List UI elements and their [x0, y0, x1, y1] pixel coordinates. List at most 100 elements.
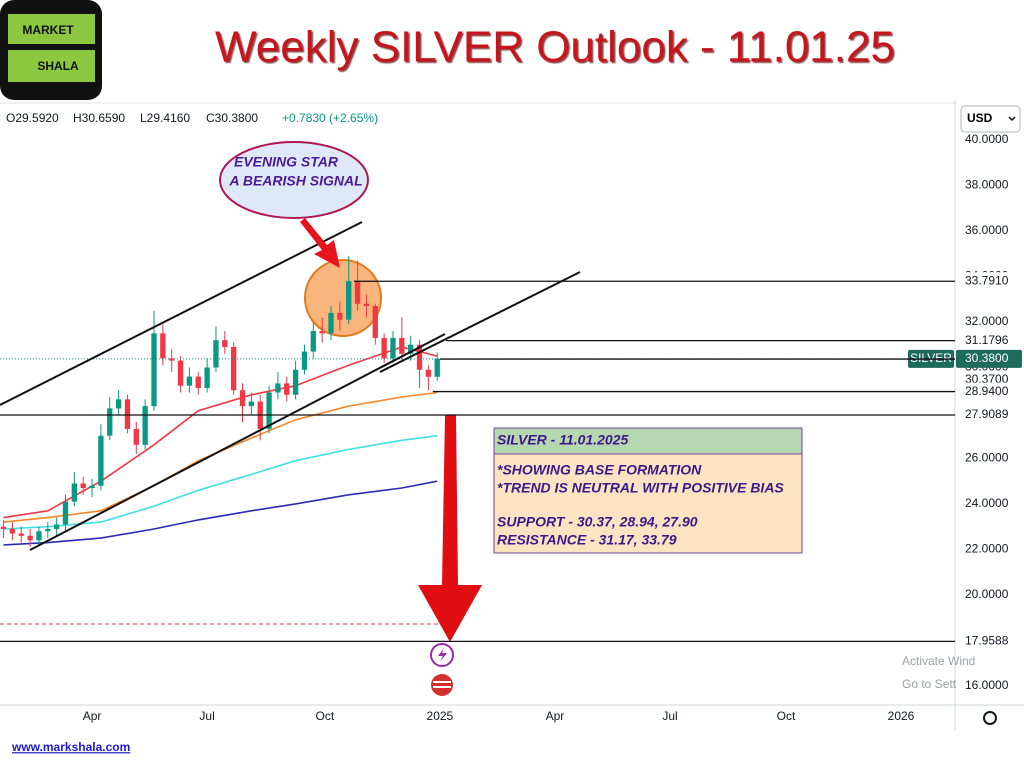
ohlc-value: O29.5920: [6, 111, 59, 125]
candle-body: [151, 333, 157, 407]
y-tick-label: 40.0000: [965, 132, 1009, 146]
x-tick-label: Oct: [315, 709, 334, 723]
x-tick-label: Oct: [777, 709, 796, 723]
candle-body: [434, 358, 440, 377]
candle-body: [124, 399, 131, 429]
price-level-label: 27.9089: [965, 407, 1009, 421]
y-tick-label: 32.0000: [965, 314, 1009, 328]
symbol-label: SILVER: [910, 351, 952, 365]
candle-body: [284, 383, 290, 395]
candle-body: [80, 483, 86, 489]
y-tick-label: 24.0000: [965, 496, 1009, 510]
candle-body: [275, 383, 281, 393]
candle-body: [231, 347, 237, 391]
x-tick-label: Apr: [546, 709, 565, 723]
callout-arrow: [300, 218, 340, 268]
currency-button[interactable]: [960, 105, 1021, 133]
economic-icon[interactable]: [431, 674, 453, 696]
info-box-line: SUPPORT - 30.37, 28.94, 27.90: [497, 514, 698, 530]
site-url[interactable]: www.markshala.com: [11, 740, 130, 754]
ohlc-value: L29.4160: [140, 111, 190, 125]
page-title: Weekly SILVER Outlook - 11.01.25: [215, 23, 895, 72]
candle-body: [9, 528, 16, 534]
callout-ellipse: [219, 141, 369, 219]
watermark: Activate Wind: [902, 654, 975, 668]
candle-body: [354, 281, 361, 304]
candle-body: [18, 533, 24, 536]
candle-body: [239, 390, 246, 407]
economic-icon-stripes: [433, 681, 451, 688]
settings-icon[interactable]: [983, 711, 997, 725]
info-box-title: SILVER - 11.01.2025: [497, 432, 628, 448]
ohlc-header: O29.5920 H30.6590 L29.4160 C30.3800 +0.7830 …: [6, 111, 378, 125]
price-level-label: 31.1796: [965, 333, 1009, 347]
candle-body: [195, 376, 201, 388]
candle-body: [186, 376, 193, 386]
candle-body: [346, 281, 352, 320]
trend-line: [379, 271, 581, 373]
y-tick-label: 16.0000: [965, 678, 1009, 692]
highlight-circle: [304, 259, 382, 337]
last-price-label: 30.3800: [965, 351, 1009, 365]
price-level-label: 28.9400: [965, 384, 1009, 398]
candle-body: [89, 485, 95, 489]
candle-body: [204, 367, 210, 388]
candle-body: [266, 392, 272, 429]
event-icon-bolt: [438, 648, 447, 662]
x-tick-label: Apr: [83, 709, 102, 723]
y-tick-label: 36.0000: [965, 223, 1009, 237]
last-price-tag: [956, 349, 1022, 368]
candle-body: [292, 369, 299, 395]
candle-body: [301, 351, 308, 370]
price-level-tag: [956, 382, 1022, 401]
y-tick-label: 22.0000: [965, 542, 1009, 556]
watermark: Go to Sett: [902, 677, 957, 691]
candle-body: [71, 483, 78, 502]
candle-body: [381, 337, 387, 359]
plot-area: [0, 256, 955, 625]
x-tick-label: 2025: [427, 709, 454, 723]
logo-band: [8, 50, 95, 82]
ohlc-value: +0.7830 (+2.65%): [282, 111, 378, 125]
candle-body: [363, 303, 370, 307]
candle-body: [372, 306, 378, 338]
price-level-tag: [956, 331, 1022, 350]
ohlc-value: C30.3800: [206, 111, 258, 125]
logo-text: SHALA: [37, 59, 79, 73]
candle-body: [337, 312, 343, 320]
currency: USD: [967, 111, 993, 125]
moving-average: [3, 480, 438, 546]
candle-body: [142, 406, 148, 445]
candle-body: [45, 528, 51, 532]
candle-body: [36, 531, 42, 541]
candle-body: [310, 331, 316, 352]
y-tick-label: 38.0000: [965, 178, 1009, 192]
callout-text: EVENING STAR: [234, 154, 339, 170]
candle-body: [62, 501, 69, 525]
y-tick-label: 26.0000: [965, 451, 1009, 465]
y-tick-label: 20.0000: [965, 587, 1009, 601]
moving-average: [3, 391, 438, 523]
trend-line: [0, 221, 363, 406]
ohlc-value: H30.6590: [73, 111, 125, 125]
candle-body: [98, 435, 104, 486]
info-box-line: RESISTANCE - 31.17, 33.79: [497, 532, 677, 548]
price-level-label: 33.7910: [965, 273, 1009, 287]
info-box-line: *TREND IS NEUTRAL WITH POSITIVE BIAS: [497, 480, 784, 496]
candle-body: [408, 344, 414, 354]
dropdown-caret: [1008, 116, 1016, 122]
price-level-tag: [956, 406, 1022, 425]
candle-body: [115, 399, 122, 409]
candle-body: [27, 535, 33, 541]
candle-body: [53, 524, 60, 529]
logo-band: [8, 14, 95, 44]
x-tick-label: Jul: [662, 709, 677, 723]
logo-text: MARKET: [22, 23, 74, 37]
candle-body: [399, 337, 405, 354]
candle-body: [222, 340, 228, 348]
candle-body: [416, 344, 423, 370]
candle-body: [328, 312, 334, 334]
candle-body: [390, 337, 396, 359]
candle-body: [107, 408, 113, 436]
